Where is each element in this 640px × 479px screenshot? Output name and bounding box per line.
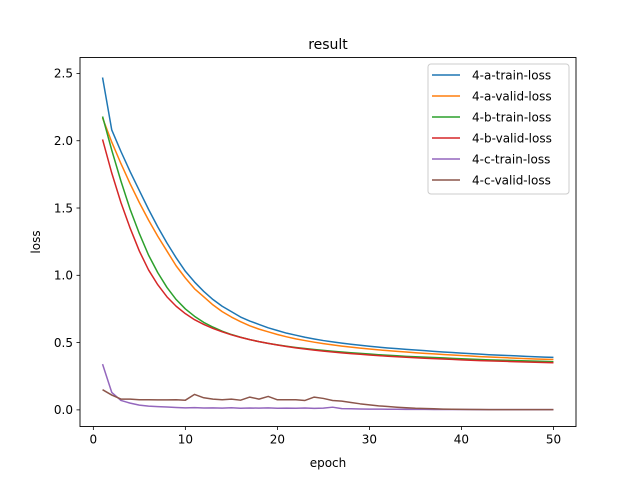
legend-label: 4-c-train-loss <box>472 152 550 166</box>
y-tick-label: 0.0 <box>54 403 73 417</box>
y-axis: 0.0 0.5 1.0 1.5 2.0 2.5 <box>54 67 80 417</box>
series-line-6 <box>102 389 554 411</box>
chart-title: result <box>308 37 348 53</box>
legend-label: 4-c-valid-loss <box>472 173 551 187</box>
y-axis-label: loss <box>29 230 43 253</box>
series-lines <box>101 77 554 411</box>
y-tick-label: 0.5 <box>54 336 73 350</box>
series-line-2 <box>101 117 554 361</box>
x-tick-label: 10 <box>178 433 193 447</box>
y-tick-label: 1.0 <box>54 269 73 283</box>
series-line-1 <box>101 77 554 359</box>
x-tick-label: 40 <box>454 433 469 447</box>
legend-box <box>427 63 570 195</box>
x-axis: 0 10 20 30 40 50 <box>90 426 561 447</box>
x-axis-label: epoch <box>310 456 347 470</box>
legend-label: 4-a-train-loss <box>472 68 551 82</box>
x-tick-label: 30 <box>362 433 377 447</box>
x-tick-label: 20 <box>270 433 285 447</box>
series-line-4 <box>101 139 554 364</box>
legend-label: 4-b-train-loss <box>472 110 551 124</box>
y-tick-label: 1.5 <box>54 201 73 215</box>
legend-label: 4-b-valid-loss <box>472 131 552 145</box>
plot-frame <box>79 57 577 427</box>
y-tick-label: 2.5 <box>54 67 73 81</box>
x-tick-label: 50 <box>546 433 561 447</box>
legend: 4-a-train-loss 4-a-valid-loss 4-b-train-lo… <box>427 63 570 195</box>
series-line-5 <box>101 363 554 411</box>
legend-label: 4-a-valid-loss <box>472 89 552 103</box>
y-tick-label: 2.0 <box>54 134 73 148</box>
x-tick-label: 0 <box>90 433 98 447</box>
